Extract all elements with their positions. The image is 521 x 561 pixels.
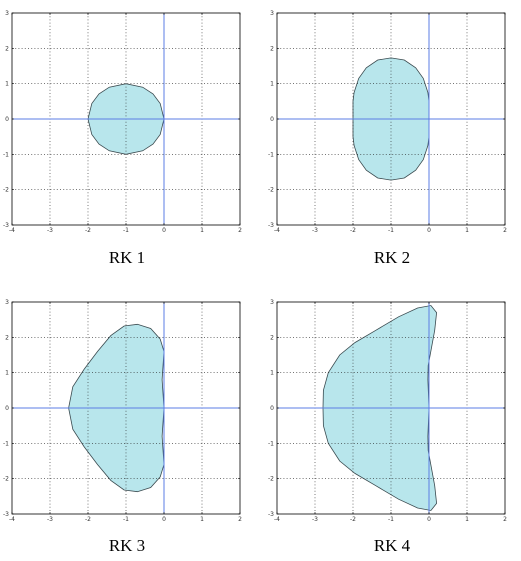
x-tick-label: 0 xyxy=(427,516,431,523)
x-tick-label: 2 xyxy=(503,516,507,523)
y-tick-label: 0 xyxy=(270,405,274,412)
x-tick-label: -1 xyxy=(123,227,129,234)
x-tick-label: -1 xyxy=(123,516,129,523)
x-tick-label: 2 xyxy=(503,227,507,234)
y-tick-label: 2 xyxy=(5,334,9,341)
caption-rk1: RK 1 xyxy=(108,248,146,267)
caption-rk3: RK 3 xyxy=(108,536,146,555)
y-tick-label: 2 xyxy=(270,334,274,341)
y-tick-label: 3 xyxy=(5,299,9,306)
y-tick-label: -3 xyxy=(268,222,274,229)
y-tick-label: 0 xyxy=(270,116,274,123)
y-tick-label: 1 xyxy=(5,370,9,377)
caption-rk2: RK 2 xyxy=(373,248,411,267)
y-tick-label: -1 xyxy=(3,440,9,447)
x-tick-label: -4 xyxy=(274,227,280,234)
y-tick-label: 1 xyxy=(5,81,9,88)
y-tick-label: -2 xyxy=(268,187,274,194)
y-tick-label: -2 xyxy=(3,187,9,194)
y-tick-label: 3 xyxy=(270,10,274,17)
x-tick-label: -2 xyxy=(85,516,91,523)
x-tick-label: 1 xyxy=(465,227,469,234)
x-tick-label: -4 xyxy=(9,516,15,523)
panel-rk2: -4 -3 -2 -1 0 1 2 -3 -2 -1 0 1 2 3 xyxy=(265,2,521,234)
x-tick-label: 0 xyxy=(427,227,431,234)
x-tick-label: -2 xyxy=(350,227,356,234)
y-tick-label: -2 xyxy=(3,476,9,483)
x-tick-label: -4 xyxy=(274,516,280,523)
x-tick-label: 2 xyxy=(238,516,242,523)
y-tick-label: 0 xyxy=(5,116,9,123)
y-tick-label: 1 xyxy=(270,81,274,88)
y-tick-label: 3 xyxy=(5,10,9,17)
x-tick-label: 2 xyxy=(238,227,242,234)
x-tick-label: 1 xyxy=(200,227,204,234)
x-tick-label: 0 xyxy=(162,516,166,523)
y-tick-label: 3 xyxy=(270,299,274,306)
caption-rk4: RK 4 xyxy=(373,536,411,555)
panel-rk3: -4 -3 -2 -1 0 1 2 -3 -2 -1 0 1 2 3 xyxy=(0,291,260,523)
y-tick-label: -3 xyxy=(3,222,9,229)
x-tick-label: -1 xyxy=(388,227,394,234)
y-tick-label: 0 xyxy=(5,405,9,412)
x-tick-label: -2 xyxy=(350,516,356,523)
x-tick-label: -3 xyxy=(47,516,53,523)
y-tick-label: -3 xyxy=(3,511,9,518)
y-tick-label: -2 xyxy=(268,476,274,483)
x-tick-label: -4 xyxy=(9,227,15,234)
y-tick-label: -3 xyxy=(268,511,274,518)
x-tick-label: 0 xyxy=(162,227,166,234)
x-tick-label: -2 xyxy=(85,227,91,234)
x-tick-label: -3 xyxy=(312,516,318,523)
y-tick-label: -1 xyxy=(3,151,9,158)
x-tick-label: 1 xyxy=(200,516,204,523)
y-tick-label: 1 xyxy=(270,370,274,377)
x-tick-label: -3 xyxy=(312,227,318,234)
y-tick-label: 2 xyxy=(5,45,9,52)
x-tick-label: -3 xyxy=(47,227,53,234)
x-tick-label: -1 xyxy=(388,516,394,523)
y-tick-label: -1 xyxy=(268,440,274,447)
panel-rk1: -4 -3 -2 -1 0 1 2 -3 -2 -1 0 1 2 3 xyxy=(0,2,260,234)
y-tick-label: 2 xyxy=(270,45,274,52)
panel-rk4: -4 -3 -2 -1 0 1 2 -3 -2 -1 0 1 2 3 xyxy=(265,291,521,523)
x-tick-label: 1 xyxy=(465,516,469,523)
y-tick-label: -1 xyxy=(268,151,274,158)
